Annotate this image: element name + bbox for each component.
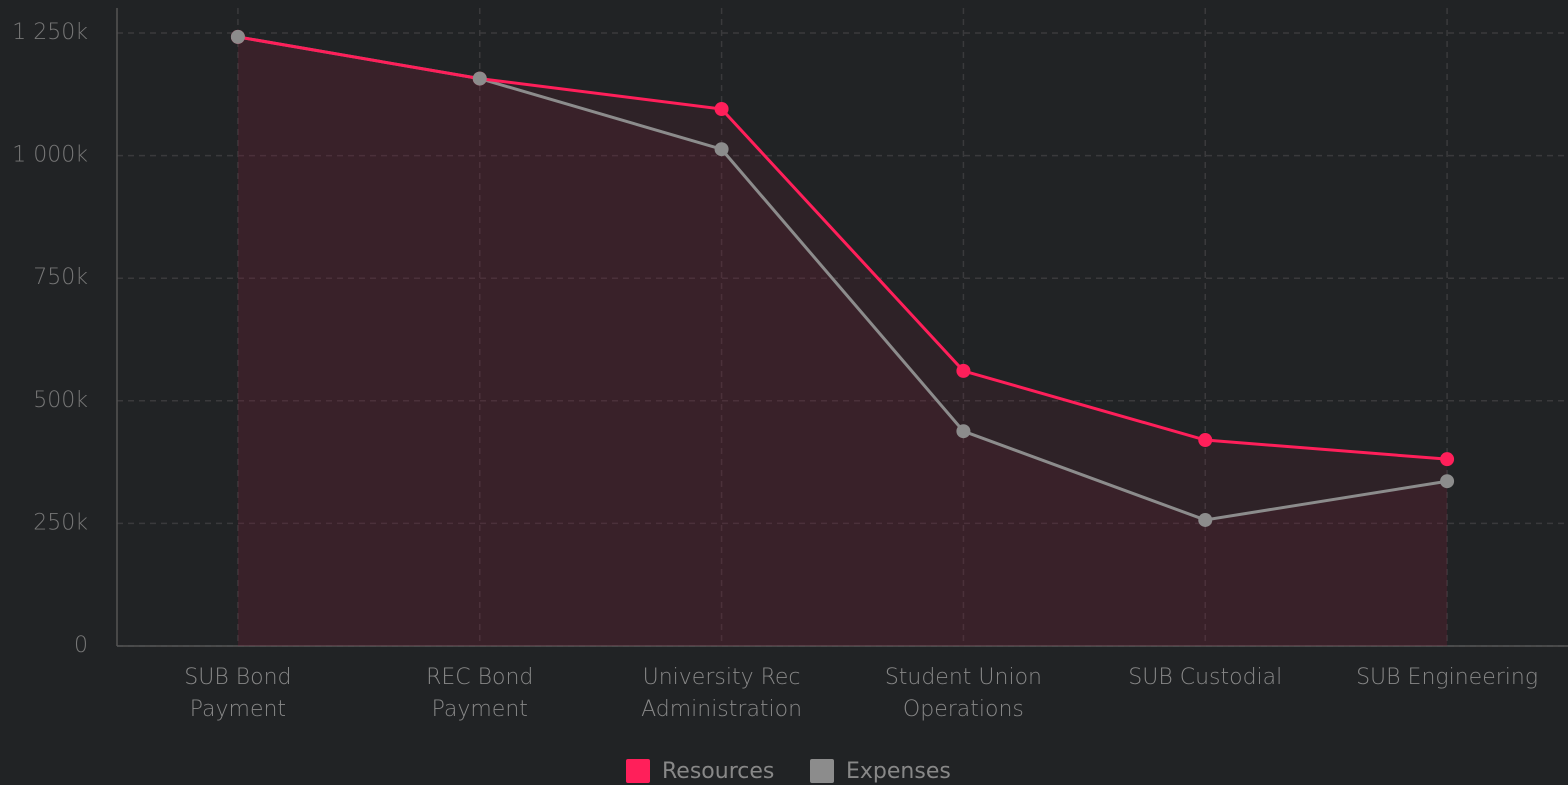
point — [1198, 512, 1213, 527]
point — [714, 142, 729, 157]
y-tick-label: 250k — [33, 510, 88, 535]
y-tick-label: 1 000k — [12, 143, 88, 168]
line — [237, 35, 1448, 461]
x-tick-label: University Rec Administration — [641, 665, 803, 722]
point — [956, 424, 971, 439]
area — [237, 36, 1448, 646]
y-tick-label: 1 250k — [12, 20, 88, 45]
point — [1440, 474, 1455, 489]
legend-item: Resources — [626, 757, 774, 785]
point — [956, 363, 971, 378]
x-tick-label: Student Union Operations — [884, 665, 1042, 722]
x-tick-label: SUB Bond Payment — [184, 665, 292, 722]
y-tick-label: 750k — [33, 265, 88, 290]
point — [230, 29, 245, 44]
point — [1198, 433, 1213, 448]
point — [472, 71, 487, 86]
y-tick-label: 0 — [74, 633, 88, 658]
x-tick-label: REC Bond Payment — [426, 665, 534, 722]
area — [237, 36, 1448, 646]
x-tick-label: SUB Engineering — [1356, 665, 1539, 690]
legend-label: Resources — [662, 758, 775, 784]
legend-label: Expenses — [846, 758, 951, 784]
legend-swatch — [810, 759, 834, 783]
legend-swatch — [626, 759, 650, 783]
x-tick-label: SUB Custodial — [1128, 665, 1283, 690]
y-tick-label: 500k — [33, 388, 88, 413]
point — [714, 102, 729, 117]
point — [1440, 452, 1455, 467]
legend-item: Expenses — [810, 757, 951, 785]
